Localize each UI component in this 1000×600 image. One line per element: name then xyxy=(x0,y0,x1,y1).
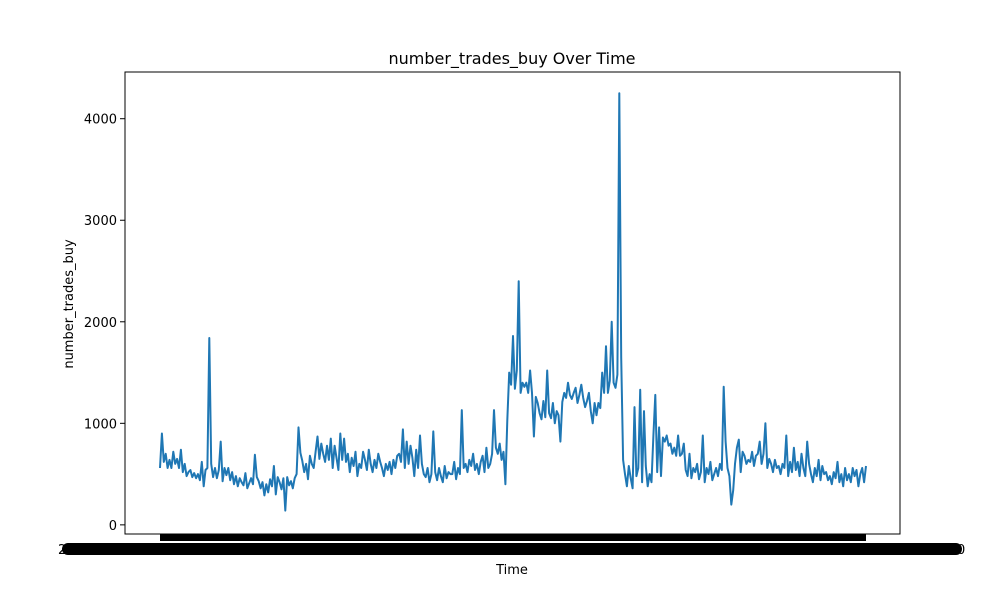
y-tick-label: 2000 xyxy=(84,316,117,331)
svg-text:2: 2 xyxy=(58,543,66,558)
chart-title: number_trades_buy Over Time xyxy=(388,49,635,69)
series-line xyxy=(159,92,867,512)
y-tick-label: 3000 xyxy=(84,214,117,229)
y-tick-label: 4000 xyxy=(84,113,117,128)
svg-text:0: 0 xyxy=(957,543,965,558)
y-tick-label: 1000 xyxy=(84,417,117,432)
x-tick-labels-overlap: 2 0 xyxy=(58,543,965,558)
y-axis-label: number_trades_buy xyxy=(62,239,77,369)
x-axis-label: Time xyxy=(495,563,528,578)
y-tick-label: 0 xyxy=(109,519,117,534)
y-axis: 0 1000 2000 3000 4000 xyxy=(84,113,125,534)
x-tick-label-band xyxy=(160,534,866,541)
